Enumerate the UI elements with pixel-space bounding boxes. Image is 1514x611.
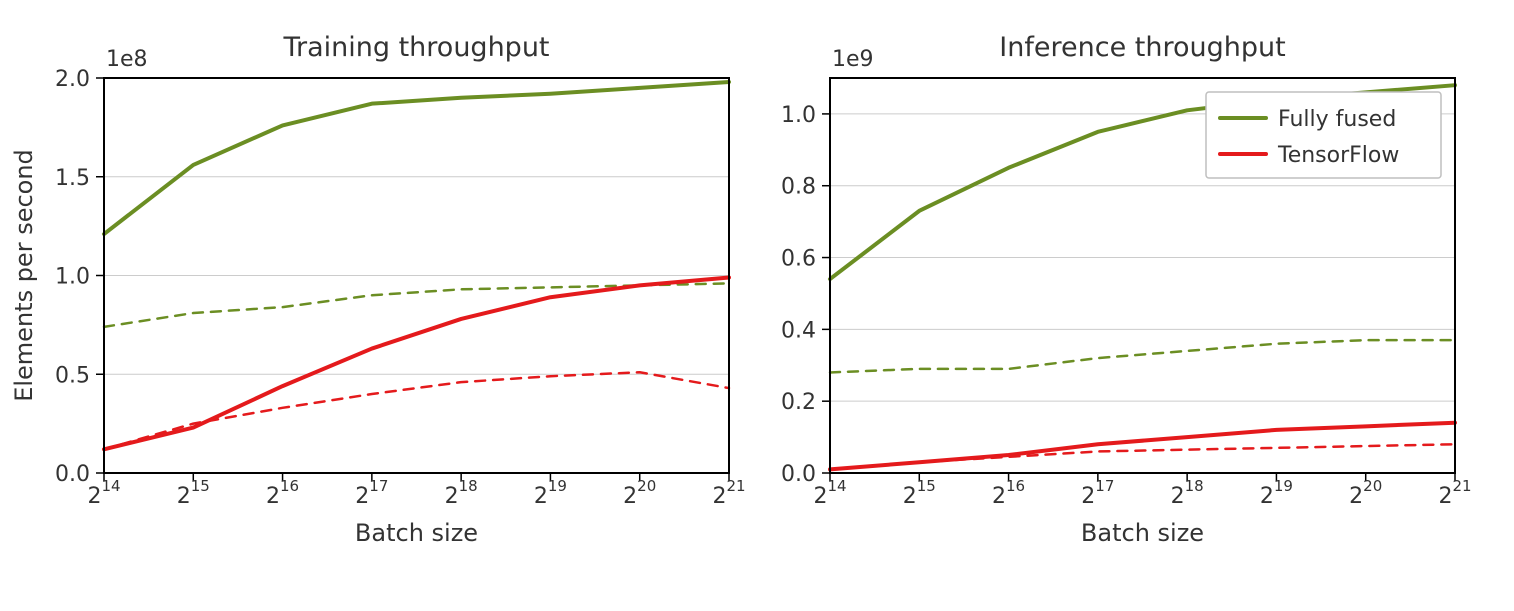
xtick-label: 216 [266,477,299,509]
xtick-label: 221 [712,477,745,509]
legend: Fully fused TensorFlow [1206,92,1441,178]
ytick-label: 0.5 [55,363,90,388]
ytick-label: 0.6 [781,247,816,272]
series-tensorflow_dashed [830,444,1455,469]
series-fully_fused_dashed [104,283,729,326]
xtick-label: 218 [1171,477,1204,509]
x-axis-label: Batch size [1081,519,1204,547]
y-offset-text: 1e9 [832,47,874,72]
y-offset-text: 1e8 [106,47,148,72]
ytick-label: 1.0 [55,265,90,290]
xtick-label: 217 [1081,477,1114,509]
xtick-label: 218 [445,477,478,509]
ytick-label: 0.8 [781,175,816,200]
xtick-label: 216 [992,477,1025,509]
ytick-label: 1.0 [781,103,816,128]
ytick-label: 2.0 [55,67,90,92]
y-axis-label: Elements per second [10,149,38,402]
ytick-label: 0.2 [781,390,816,415]
xtick-label: 214 [87,477,120,509]
ytick-label: 0.4 [781,318,816,343]
series-tensorflow_dashed [104,372,729,449]
xtick-label: 219 [1260,477,1293,509]
subplot-title: Inference throughput [999,32,1285,63]
xtick-label: 219 [534,477,567,509]
xtick-label: 215 [903,477,936,509]
xtick-label: 214 [813,477,846,509]
legend-label: TensorFlow [1277,143,1399,168]
xtick-label: 221 [1438,477,1471,509]
xtick-label: 215 [177,477,210,509]
ytick-label: 0.0 [781,462,816,487]
xtick-label: 217 [355,477,388,509]
xtick-label: 220 [1349,477,1382,509]
ytick-label: 0.0 [55,462,90,487]
ytick-label: 1.5 [55,166,90,191]
throughput-figure: 0.0 0.5 1.0 1.5 2.0 214 215 216 217 218 219 220 221 1… [0,0,1514,611]
series-fully_fused_dashed [830,340,1455,372]
x-axis-label: Batch size [355,519,478,547]
subplot-title: Training throughput [282,32,549,63]
legend-label: Fully fused [1278,107,1396,132]
series-fully_fused_solid [104,82,729,234]
xtick-label: 220 [623,477,656,509]
subplot-left: 0.0 0.5 1.0 1.5 2.0 214 215 216 217 218 219 220 221 1… [10,32,746,547]
